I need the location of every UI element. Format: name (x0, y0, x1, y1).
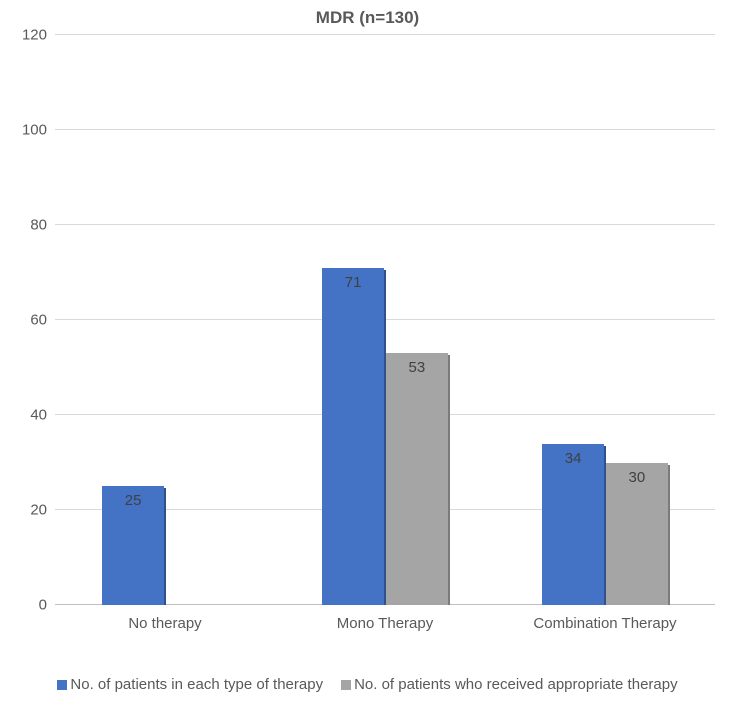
legend-swatch (57, 680, 67, 690)
chart-title: MDR (n=130) (0, 8, 735, 28)
y-tick-label: 80 (30, 217, 55, 234)
chart-container: MDR (n=130) 02040608010012025No therapy7… (0, 0, 735, 715)
bar: 34 (542, 444, 604, 606)
category-label: Combination Therapy (495, 605, 715, 632)
bar-value-label: 25 (125, 492, 142, 509)
category: 7153Mono Therapy (275, 35, 495, 605)
category: 3430Combination Therapy (495, 35, 715, 605)
category-label: Mono Therapy (275, 605, 495, 632)
bar-value-label: 34 (565, 450, 582, 467)
y-tick-label: 20 (30, 502, 55, 519)
bar: 71 (322, 268, 384, 605)
legend-swatch (341, 680, 351, 690)
category-label: No therapy (55, 605, 275, 632)
bar-value-label: 71 (345, 274, 362, 291)
bar-value-label: 53 (409, 359, 426, 376)
legend-label: No. of patients in each type of therapy (70, 676, 323, 693)
bar: 25 (102, 486, 164, 605)
bar: 30 (606, 463, 668, 606)
y-tick-label: 40 (30, 407, 55, 424)
legend: No. of patients in each type of therapy N… (0, 676, 735, 693)
bar: 53 (386, 353, 448, 605)
y-tick-label: 120 (22, 27, 55, 44)
plot-area: 02040608010012025No therapy7153Mono Ther… (55, 35, 715, 605)
legend-label: No. of patients who received appropriate… (354, 676, 678, 693)
categories: 25No therapy7153Mono Therapy3430Combinat… (55, 35, 715, 605)
y-tick-label: 100 (22, 122, 55, 139)
y-tick-label: 0 (39, 597, 55, 614)
bar-value-label: 30 (629, 469, 646, 486)
legend-item: No. of patients in each type of therapy (57, 676, 323, 693)
legend-item: No. of patients who received appropriate… (341, 676, 678, 693)
y-tick-label: 60 (30, 312, 55, 329)
category: 25No therapy (55, 35, 275, 605)
